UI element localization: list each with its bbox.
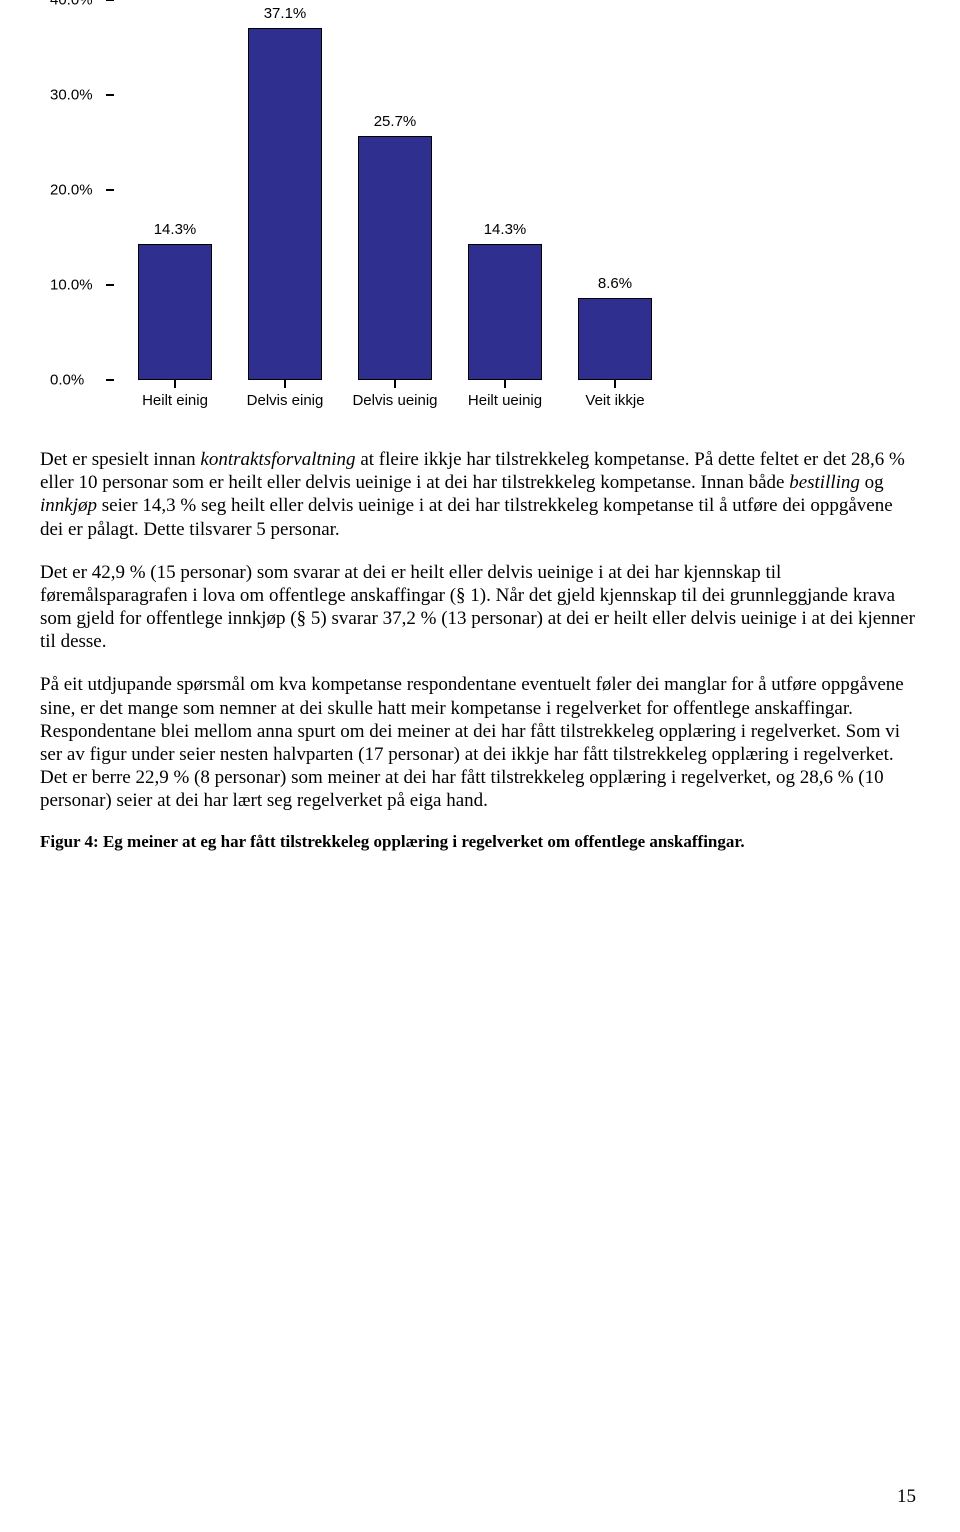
x-axis: Heilt einig Delvis einig Delvis ueinig Heil…	[120, 380, 670, 420]
y-axis-label: 30.0%	[50, 87, 93, 104]
bar	[358, 136, 432, 380]
x-tick-group: Veit ikkje	[560, 380, 670, 420]
bar-value-label: 14.3%	[484, 221, 527, 238]
x-axis-tick	[284, 380, 286, 388]
y-axis-tick	[106, 0, 114, 1]
page-number: 15	[897, 1486, 916, 1508]
x-axis-tick	[174, 380, 176, 388]
bar-slot: 14.3%	[120, 0, 230, 380]
p1-italic-1: kontraktsforvaltning	[200, 449, 355, 470]
paragraph-3: På eit utdjupande spørsmål om kva kompet…	[40, 673, 920, 812]
x-axis-label: Heilt ueinig	[468, 392, 542, 409]
x-axis-label: Delvis einig	[247, 392, 324, 409]
y-axis-tick	[106, 94, 114, 96]
x-tick-group: Delvis ueinig	[340, 380, 450, 420]
y-axis-tick	[106, 284, 114, 286]
x-axis-label: Veit ikkje	[585, 392, 644, 409]
bar-slot: 14.3%	[450, 0, 560, 380]
x-tick-group: Heilt einig	[120, 380, 230, 420]
x-axis-label: Delvis ueinig	[352, 392, 437, 409]
y-axis-label: 20.0%	[50, 182, 93, 199]
x-tick-group: Heilt ueinig	[450, 380, 560, 420]
y-axis-label: 0.0%	[50, 372, 84, 389]
x-axis-tick	[394, 380, 396, 388]
p1-italic-3: innkjøp	[40, 495, 97, 516]
p1-text-d: seier 14,3 % seg heilt eller delvis uein…	[40, 495, 893, 539]
bar	[578, 298, 652, 380]
bar-value-label: 14.3%	[154, 221, 197, 238]
p1-italic-2: bestilling	[789, 472, 860, 493]
p1-text-a: Det er spesielt innan	[40, 449, 200, 470]
bar-slot: 8.6%	[560, 0, 670, 380]
p1-text-c: og	[860, 472, 884, 493]
y-axis-label: 10.0%	[50, 277, 93, 294]
y-axis-tick	[106, 189, 114, 191]
bar-value-label: 8.6%	[598, 275, 632, 292]
bar-chart: 40.0% 30.0% 20.0% 10.0% 0.0% 14.3% 37.1% 25.7%…	[50, 0, 670, 420]
bar-slot: 37.1%	[230, 0, 340, 380]
bar-value-label: 25.7%	[374, 113, 417, 130]
bar-value-label: 37.1%	[264, 5, 307, 22]
bar	[248, 28, 322, 380]
x-axis-label: Heilt einig	[142, 392, 208, 409]
plot-area: 14.3% 37.1% 25.7% 14.3% 8.6%	[120, 0, 670, 380]
x-axis-tick	[614, 380, 616, 388]
y-axis-label: 40.0%	[50, 0, 93, 9]
figure-caption: Figur 4: Eg meiner at eg har fått tilstr…	[40, 832, 920, 852]
x-tick-group: Delvis einig	[230, 380, 340, 420]
x-axis-tick	[504, 380, 506, 388]
y-axis-tick	[106, 379, 114, 381]
bar	[468, 244, 542, 380]
bars-group: 14.3% 37.1% 25.7% 14.3% 8.6%	[120, 0, 670, 380]
paragraph-1: Det er spesielt innan kontraktsforvaltni…	[40, 448, 920, 541]
paragraph-2: Det er 42,9 % (15 personar) som svarar a…	[40, 561, 920, 654]
bar-slot: 25.7%	[340, 0, 450, 380]
bar	[138, 244, 212, 380]
